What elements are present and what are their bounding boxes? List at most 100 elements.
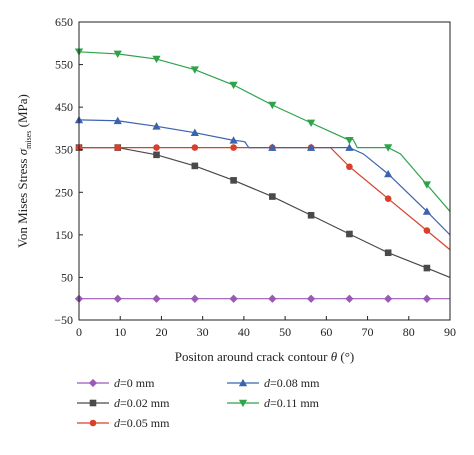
series-2 [75, 144, 451, 251]
x-tick-label-7: 70 [362, 325, 374, 339]
series-4-point-2 [152, 55, 161, 64]
series-1-point-9 [423, 264, 431, 272]
series-0-point-6 [306, 294, 316, 303]
series-2-point-4 [230, 144, 237, 151]
x-tick-label-9: 90 [444, 325, 456, 339]
series-3-point-3 [190, 128, 199, 136]
x-axis-label-unit: (°) [337, 349, 354, 364]
y-tick-label-0: −50 [54, 313, 73, 327]
series-1-point-4 [230, 177, 237, 184]
series-3-point-1 [113, 116, 122, 125]
legend-label-var-0: d [114, 376, 121, 390]
series-2-point-9 [423, 227, 431, 234]
legend-item-1: d=0.02 mm [77, 396, 170, 410]
series-1-point-5 [269, 193, 276, 200]
y-tick-label-4: 350 [55, 143, 73, 157]
series-3-point-7 [345, 143, 354, 151]
x-axis-label-symbol: θ [331, 349, 338, 364]
series-4-point-7 [345, 137, 354, 145]
legend-label-value-4: =0.11 mm [270, 396, 320, 410]
y-axis-label-unit: (MPa) [15, 94, 30, 130]
series-4-point-3 [190, 66, 199, 74]
legend-label-value-0: =0 mm [120, 376, 155, 390]
legend-item-4: d=0.11 mm [227, 396, 320, 410]
series-0-point-9 [422, 294, 432, 303]
series-line-4 [78, 51, 451, 212]
x-tick-label-8: 80 [403, 325, 415, 339]
legend-marker-1 [89, 399, 97, 407]
series-2-point-8 [384, 195, 392, 202]
series-3-point-5 [268, 143, 277, 151]
series-3-point-9 [422, 207, 432, 215]
legend-label-0: d=0 mm [114, 376, 155, 390]
legend-label-value-2: =0.05 mm [120, 416, 170, 430]
legend-label-var-4: d [264, 396, 271, 410]
y-axis-label: Von Mises Stress σmises (MPa) [15, 94, 33, 248]
series-3-point-2 [152, 122, 161, 130]
x-tick-label-0: 0 [76, 325, 82, 339]
series-3-point-8 [384, 169, 393, 178]
y-axis-label-subscript: mises [24, 131, 33, 149]
series-3-point-6 [306, 143, 316, 151]
series-0-point-1 [113, 294, 122, 303]
x-tick-label-5: 50 [279, 325, 291, 339]
x-tick-label-2: 20 [155, 325, 167, 339]
y-tick-label-5: 450 [55, 100, 73, 114]
series-1-point-3 [191, 162, 199, 170]
legend-label-var-3: d [264, 376, 271, 390]
series-1-point-6 [307, 211, 315, 219]
legend-label-var-2: d [114, 416, 121, 430]
series-line-1 [79, 146, 451, 278]
series-0-point-8 [384, 294, 393, 303]
series-2-point-2 [153, 144, 160, 151]
x-tick-label-4: 40 [238, 325, 250, 339]
legend-label-2: d=0.05 mm [114, 416, 170, 430]
legend-label-3: d=0.08 mm [264, 376, 320, 390]
legend-item-3: d=0.08 mm [227, 376, 320, 390]
legend-marker-4 [238, 399, 248, 408]
x-tick-label-3: 30 [197, 325, 209, 339]
y-tick-label-2: 150 [55, 228, 73, 242]
y-tick-label-1: 50 [61, 270, 73, 284]
legend-label-value-1: =0.02 mm [120, 396, 170, 410]
legend-label-1: d=0.02 mm [114, 396, 170, 410]
legend-marker-3 [238, 378, 248, 387]
series-4-point-8 [384, 144, 393, 152]
series-3 [74, 115, 451, 236]
y-axis-label-symbol: σ [15, 148, 30, 155]
series-3-point-4 [229, 136, 238, 144]
series-0-point-4 [229, 294, 238, 303]
axes-layer: −50 50 150 250 350 450 550 650 0 10 20 30 40 50 60 70 80… [15, 15, 456, 364]
series-2-point-3 [191, 144, 199, 151]
plot-layer [74, 48, 451, 303]
series-0-point-5 [268, 294, 277, 303]
y-axis-label-text: Von Mises Stress [15, 155, 30, 248]
series-line-3 [78, 119, 451, 236]
series-4-point-4 [229, 81, 238, 90]
x-axis-label-text: Positon around crack contour [175, 349, 331, 364]
legend-item-0: d=0 mm [77, 376, 155, 390]
series-2-point-1 [114, 144, 122, 151]
legend-label-4: d=0.11 mm [264, 396, 320, 410]
plot-frame [78, 21, 451, 321]
series-0-point-7 [345, 294, 354, 303]
series-line-2 [79, 146, 451, 251]
series-4-point-1 [113, 50, 122, 59]
y-tick-label-3: 250 [55, 185, 73, 199]
legend-label-value-3: =0.08 mm [270, 376, 320, 390]
series-1-point-2 [153, 151, 160, 159]
legend-marker-2 [89, 419, 97, 427]
series-1-point-8 [384, 249, 392, 257]
x-tick-label-6: 60 [320, 325, 332, 339]
y-tick-label-6: 550 [55, 58, 73, 72]
series-1-point-7 [346, 230, 353, 238]
legend-marker-0 [88, 378, 98, 388]
series-0-point-2 [152, 294, 161, 303]
y-tick-label-7: 650 [55, 15, 73, 29]
legend-item-2: d=0.05 mm [77, 416, 170, 430]
series-4-point-5 [268, 101, 277, 110]
series-0-point-3 [190, 294, 199, 303]
series-4-point-9 [422, 181, 432, 189]
series-4-point-6 [306, 119, 316, 128]
x-tick-label-1: 10 [114, 325, 126, 339]
